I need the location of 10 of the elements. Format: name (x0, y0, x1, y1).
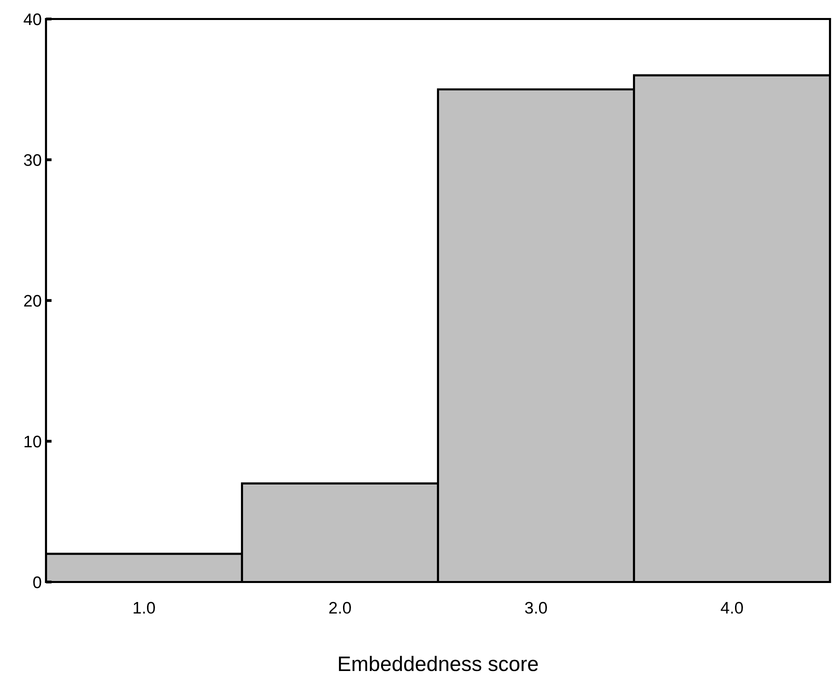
x-tick-label: 1.0 (134, 602, 155, 614)
y-tick-label: 0 (33, 576, 42, 588)
x-tick-label: 4.0 (720, 602, 743, 614)
x-tick-label: 3.0 (525, 602, 547, 614)
y-tick-label: 30 (24, 154, 42, 166)
y-tick-label: 20 (24, 294, 42, 307)
x-axis-title: Embeddedness score (338, 656, 538, 672)
x-tick-label: 2.0 (329, 602, 351, 614)
y-tick-label: 40 (24, 13, 42, 26)
y-tick-label: 10 (24, 436, 42, 448)
